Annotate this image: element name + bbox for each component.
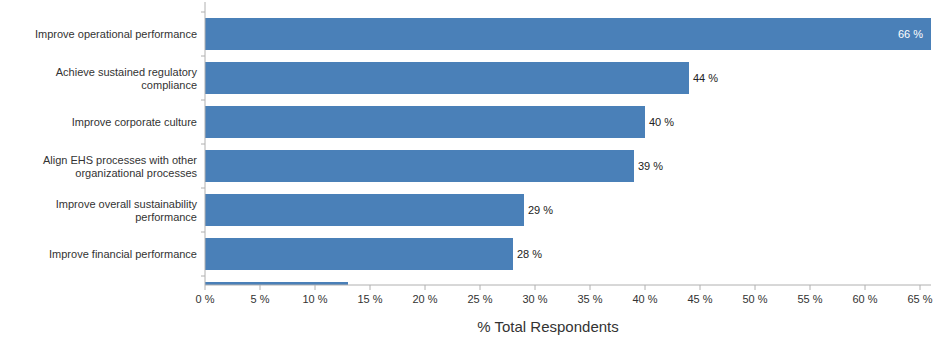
y-tick	[201, 232, 205, 233]
category-label-line: Improve corporate culture	[72, 116, 197, 128]
x-tick	[535, 285, 536, 290]
category-label: Improve financial performance	[49, 248, 197, 260]
x-tick	[370, 285, 371, 290]
x-tick-label: 0 %	[196, 293, 215, 305]
category-label: Align EHS processes with otherorganizati…	[43, 154, 198, 179]
x-tick	[315, 285, 316, 290]
x-tick	[700, 285, 701, 290]
x-tick	[480, 285, 481, 290]
x-tick-label: 25 %	[467, 293, 492, 305]
y-tick	[201, 12, 205, 13]
category-label: Improve overall sustainabilityperformanc…	[56, 198, 198, 223]
x-tick	[645, 285, 646, 290]
x-tick	[425, 285, 426, 290]
x-tick-label: 15 %	[357, 293, 382, 305]
category-label-line: Improve financial performance	[49, 248, 197, 260]
category-label-line: Align EHS processes with other	[43, 154, 197, 166]
x-tick	[810, 285, 811, 290]
data-label: 66 %	[898, 28, 923, 40]
bar	[205, 106, 645, 138]
x-tick-label: 60 %	[852, 293, 877, 305]
category-label-line: performance	[135, 211, 197, 223]
bars	[205, 18, 931, 285]
x-tick	[260, 285, 261, 290]
x-tick	[205, 285, 206, 290]
x-tick-label: 55 %	[797, 293, 822, 305]
x-tick-label: 5 %	[251, 293, 270, 305]
bar	[205, 238, 513, 270]
data-label: 39 %	[638, 160, 663, 172]
y-tick	[201, 188, 205, 189]
category-label: Improve operational performance	[35, 28, 197, 40]
x-tick-label: 10 %	[302, 293, 327, 305]
chart: 66 % 44 % 40 % 39 % 29 % 28 % 0 % 5 % 10 % 15 % 20…	[0, 0, 942, 339]
bar	[205, 18, 931, 50]
data-label: 40 %	[649, 116, 674, 128]
x-axis-title: % Total Respondents	[477, 318, 618, 335]
bar	[205, 150, 634, 182]
category-label-line: Improve overall sustainability	[56, 198, 198, 210]
category-label: Improve corporate culture	[72, 116, 197, 128]
x-tick	[920, 285, 921, 290]
y-tick	[201, 100, 205, 101]
x-tick	[755, 285, 756, 290]
bar	[205, 194, 524, 226]
category-label-line: organizational processes	[75, 167, 197, 179]
y-tick	[201, 144, 205, 145]
data-label: 44 %	[693, 72, 718, 84]
data-label: 29 %	[528, 204, 553, 216]
y-tick	[201, 276, 205, 277]
x-tick-label: 65 %	[907, 293, 932, 305]
category-label-line: compliance	[141, 79, 197, 91]
x-tick-label: 40 %	[632, 293, 657, 305]
x-tick-label: 35 %	[577, 293, 602, 305]
y-tick	[201, 56, 205, 57]
x-tick-label: 30 %	[522, 293, 547, 305]
x-tick-label: 50 %	[742, 293, 767, 305]
x-tick	[865, 285, 866, 290]
category-label: Achieve sustained regulatorycompliance	[56, 66, 198, 91]
x-tick-label: 45 %	[687, 293, 712, 305]
x-axis-line	[205, 285, 931, 286]
data-label: 28 %	[517, 248, 542, 260]
x-tick	[590, 285, 591, 290]
category-label-line: Improve operational performance	[35, 28, 197, 40]
x-tick-label: 20 %	[412, 293, 437, 305]
bar	[205, 62, 689, 94]
category-label-line: Achieve sustained regulatory	[56, 66, 198, 78]
